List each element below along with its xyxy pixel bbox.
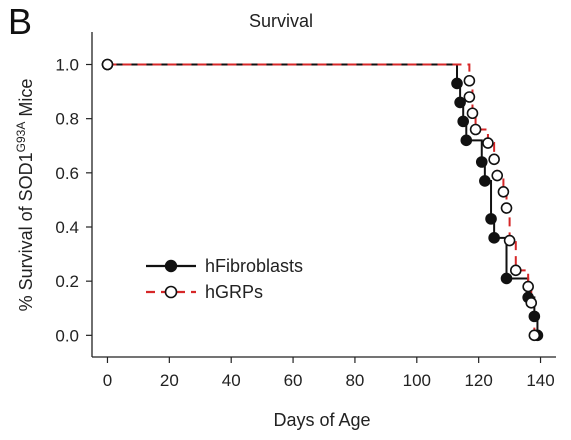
x-tick-label: 140 [526, 371, 554, 390]
legend-label-hfibroblasts: hFibroblasts [205, 256, 303, 276]
chart-title: Survival [249, 11, 313, 31]
legend: hFibroblasts hGRPs [146, 256, 303, 302]
data-point-hgrps [488, 153, 500, 166]
x-axis-title: Days of Age [273, 410, 370, 430]
data-point-hgrps [509, 264, 522, 277]
data-point-hgrps [469, 123, 482, 136]
y-axis-title-main: % Survival of SOD1 [16, 152, 36, 311]
legend-marker-hgrps [164, 285, 178, 299]
panel-label: B [8, 1, 32, 42]
data-point-hfibroblasts [460, 134, 473, 147]
y-tick-label: 0.0 [55, 326, 79, 345]
data-point-hgrps [466, 107, 479, 120]
x-tick-label: 60 [284, 371, 303, 390]
data-point-hfibroblasts [475, 156, 488, 168]
y-ticks: 0.0 0.2 0.4 0.6 0.8 1.0 [55, 56, 92, 345]
series-layer [101, 58, 544, 342]
data-point-hfibroblasts [528, 310, 541, 323]
data-point-hgrps [482, 137, 494, 149]
x-ticks: 0 20 40 60 80 100 120 140 [103, 357, 555, 390]
y-tick-label: 0.8 [55, 110, 79, 129]
x-tick-label: 20 [160, 371, 179, 390]
legend-item-hfibroblasts: hFibroblasts [146, 256, 303, 276]
x-tick-label: 0 [103, 371, 112, 390]
data-point-hfibroblasts [485, 213, 497, 225]
data-point-hfibroblasts [454, 96, 466, 109]
data-point-hgrps [522, 280, 534, 293]
y-axis-title-end: Mice [16, 79, 36, 122]
data-point-hgrps [463, 74, 476, 87]
axes [91, 32, 556, 358]
y-tick-label: 1.0 [55, 56, 79, 75]
data-point-hgrps [101, 58, 114, 71]
legend-marker-hfibroblasts [164, 259, 178, 273]
y-tick-label: 0.2 [55, 272, 79, 291]
x-tick-label: 100 [403, 371, 431, 390]
data-point-hfibroblasts [457, 115, 470, 128]
data-point-hgrps [525, 297, 538, 309]
data-point-hgrps [491, 169, 504, 182]
data-point-hgrps [528, 329, 541, 342]
y-tick-label: 0.4 [55, 218, 79, 237]
data-point-hfibroblasts [488, 232, 500, 244]
y-axis-title-sup: G93A [14, 122, 28, 153]
y-tick-label: 0.6 [55, 164, 79, 183]
x-tick-label: 120 [464, 371, 492, 390]
legend-item-hgrps: hGRPs [146, 282, 263, 302]
data-point-hfibroblasts [479, 175, 491, 187]
legend-label-hgrps: hGRPs [205, 282, 263, 302]
y-axis-title: % Survival of SOD1G93A Mice [14, 79, 36, 312]
data-point-hgrps [500, 202, 513, 214]
data-point-hgrps [503, 234, 516, 247]
x-tick-label: 80 [345, 371, 364, 390]
data-point-hgrps [497, 185, 510, 198]
data-point-hfibroblasts [451, 77, 463, 90]
x-tick-label: 40 [222, 371, 241, 390]
data-point-hgrps [463, 91, 476, 103]
data-point-hfibroblasts [500, 272, 513, 285]
